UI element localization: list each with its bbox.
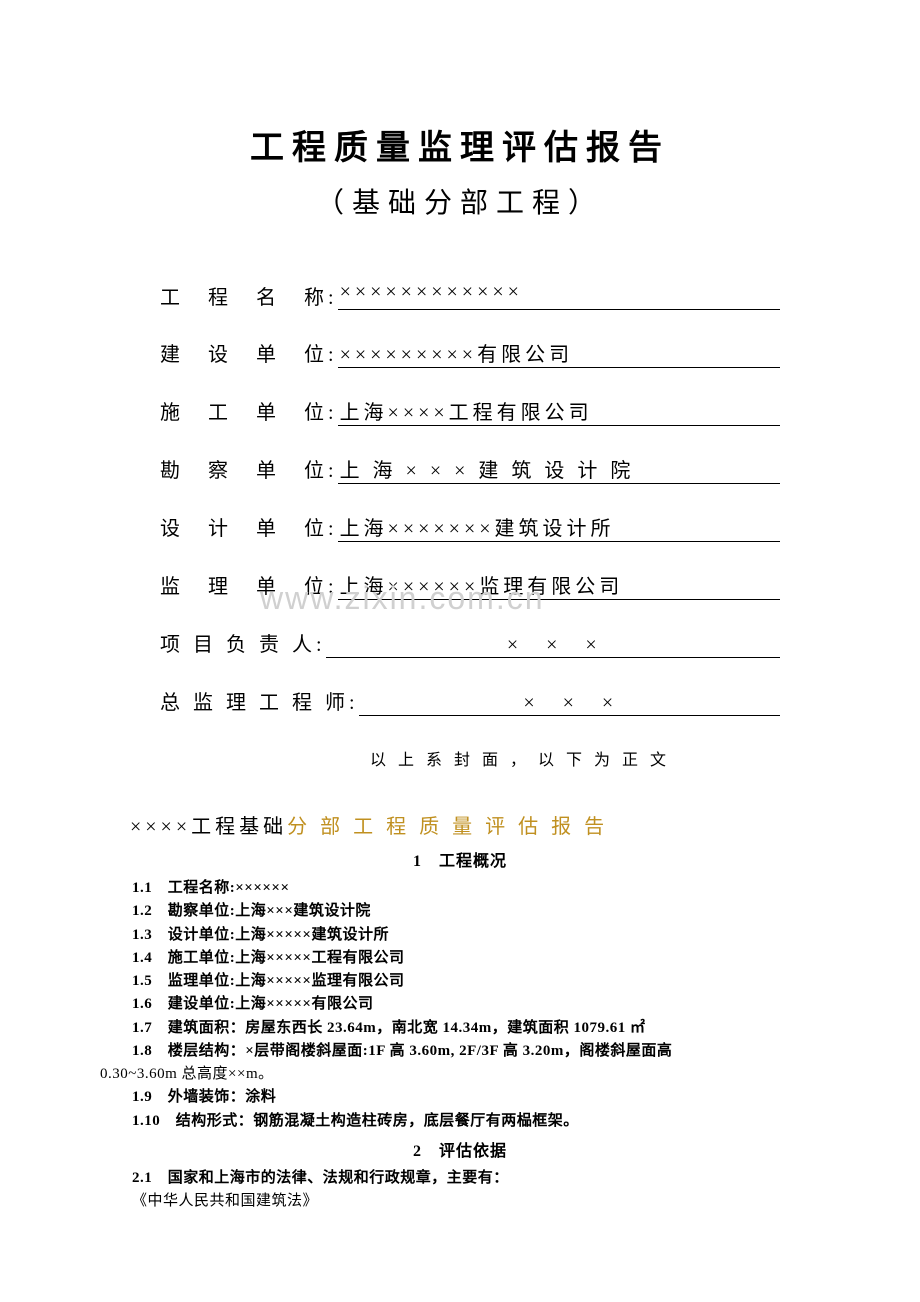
body-line: 1.8 楼层结构：×层带阁楼斜屋面:1F 高 3.60m, 2F/3F 高 3.… [100, 1040, 820, 1063]
info-value: × × × [326, 628, 780, 658]
body-line: 1.10 结构形式：钢筋混凝土构造柱砖房，底层餐厅有两榀框架。 [100, 1110, 820, 1133]
info-row: 工 程 名 称: ×××××××××××× [160, 281, 780, 310]
body-section-title: ××××工程基础分 部 工 程 质 量 评 估 报 告 [130, 810, 820, 839]
info-value: ×××××××××××× [338, 281, 780, 310]
body-line: 1.9 外墙装饰：涂料 [100, 1086, 820, 1109]
info-label: 勘 察 单 位: [160, 454, 338, 484]
info-label: 建 设 单 位: [160, 338, 338, 368]
body-line: 2.1 国家和上海市的法律、法规和行政规章，主要有： [100, 1167, 820, 1190]
section-2-heading: 2 评估依据 [100, 1137, 820, 1161]
info-row: 项 目 负 责 人: × × × [160, 628, 780, 658]
body-line: 《中华人民共和国建筑法》 [100, 1190, 820, 1213]
info-row: 建 设 单 位: ×××××××××有限公司 [160, 338, 780, 368]
info-row: 总 监 理 工 程 师: × × × [160, 686, 780, 716]
document-title: 工程质量监理评估报告 [100, 120, 820, 169]
info-value: 上 海 × × × 建 筑 设 计 院 [338, 454, 780, 484]
info-row: 勘 察 单 位: 上 海 × × × 建 筑 设 计 院 [160, 454, 780, 484]
body-line: 1.1 工程名称:×××××× [100, 877, 820, 900]
document-subtitle: （基础分部工程） [100, 181, 820, 221]
body-line: 1.5 监理单位:上海×××××监理有限公司 [100, 970, 820, 993]
section-title-prefix: ××××工程基础 [130, 816, 287, 838]
body-line: 1.2 勘察单位:上海×××建筑设计院 [100, 900, 820, 923]
info-label: 工 程 名 称: [160, 281, 338, 310]
body-line: 1.7 建筑面积：房屋东西长 23.64m，南北宽 14.34m，建筑面积 10… [100, 1017, 820, 1040]
info-row: 监 理 单 位: 上海××××××监理有限公司 [160, 570, 780, 600]
info-label: 施 工 单 位: [160, 396, 338, 426]
info-value: × × × [359, 686, 780, 716]
info-label: 总 监 理 工 程 师: [160, 686, 359, 716]
cover-info-block: 工 程 名 称: ×××××××××××× 建 设 单 位: ×××××××××… [160, 281, 780, 716]
info-label: 设 计 单 位: [160, 512, 338, 542]
section-title-suffix: 分 部 工 程 质 量 评 估 报 告 [287, 816, 608, 838]
body-line: 1.6 建设单位:上海×××××有限公司 [100, 993, 820, 1016]
info-value: 上海×××××××建筑设计所 [338, 512, 780, 542]
body-line: 1.4 施工单位:上海×××××工程有限公司 [100, 947, 820, 970]
info-value: ×××××××××有限公司 [338, 338, 780, 368]
info-value: 上海××××工程有限公司 [338, 396, 780, 426]
info-label: 监 理 单 位: [160, 570, 338, 600]
body-line: 0.30~3.60m 总高度××m。 [100, 1063, 820, 1086]
info-value: 上海××××××监理有限公司 [338, 570, 780, 600]
cover-note: 以 上 系 封 面 ， 以 下 为 正 文 [220, 746, 820, 770]
info-row: 施 工 单 位: 上海××××工程有限公司 [160, 396, 780, 426]
body-line: 1.3 设计单位:上海×××××建筑设计所 [100, 924, 820, 947]
info-label: 项 目 负 责 人: [160, 628, 326, 658]
info-row: 设 计 单 位: 上海×××××××建筑设计所 [160, 512, 780, 542]
section-1-heading: 1 工程概况 [100, 847, 820, 871]
